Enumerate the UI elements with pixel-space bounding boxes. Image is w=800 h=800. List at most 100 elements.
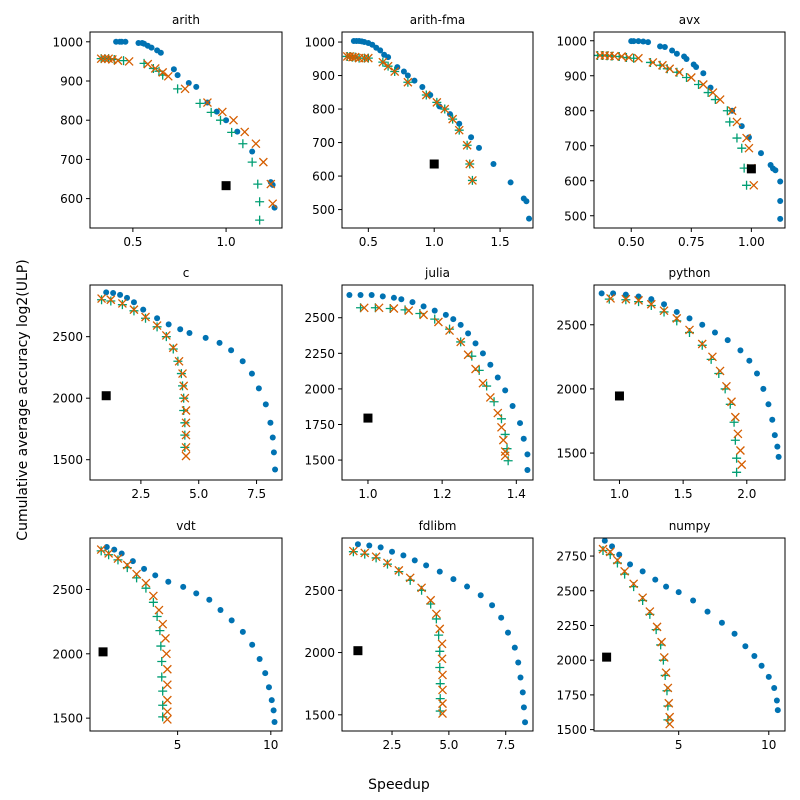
axes-frame [593, 31, 786, 229]
data-point-plus [173, 84, 183, 94]
y-tick-label: 1000 [304, 36, 335, 50]
data-point-dot [472, 340, 479, 347]
data-point-x [732, 117, 742, 127]
series-plus [97, 295, 190, 452]
plot-area [96, 38, 278, 225]
data-point-dot [669, 47, 676, 54]
data-point-x [609, 51, 619, 61]
data-point-plus [360, 549, 370, 559]
data-point-x [132, 569, 142, 579]
subplot-numpy: numpy 5 10 1500 1750 2000 2250 2500 2750 [556, 519, 786, 752]
data-point-baseline [101, 391, 111, 401]
data-point-plus [141, 313, 151, 323]
y-tick-label: 700 [312, 136, 335, 150]
data-point-x [598, 544, 608, 554]
data-point-baseline [602, 652, 612, 662]
data-point-x [462, 140, 472, 150]
series-baseline [429, 159, 439, 169]
subplot-grid: arith 0.5 1.0 600 700 800 900 1000 arith-fma 0.5 1… [52, 13, 786, 752]
data-point-dot [180, 583, 187, 590]
data-point-dot [751, 653, 758, 660]
data-point-x [240, 127, 250, 137]
series-dot [598, 290, 782, 460]
data-point-x [162, 664, 172, 674]
data-point-dot [140, 306, 147, 313]
data-point-dot [657, 43, 664, 50]
subplot-title: python [669, 266, 711, 280]
data-point-x [251, 139, 261, 149]
data-point-plus [158, 700, 168, 710]
data-point-x [268, 199, 278, 209]
data-point-plus [104, 550, 114, 560]
data-point-x [426, 595, 436, 605]
data-point-dot [774, 443, 781, 450]
data-point-dot [765, 673, 772, 680]
data-point-x [359, 303, 369, 313]
x-tick-label: 5.0 [439, 738, 458, 752]
data-point-baseline [429, 159, 439, 169]
data-point-x [161, 633, 170, 643]
data-point-x [664, 698, 674, 708]
data-point-dot [272, 466, 279, 473]
data-point-x [168, 343, 178, 353]
data-point-x [150, 63, 160, 73]
data-point-dot [479, 350, 486, 357]
data-point-dot [456, 120, 463, 127]
data-point-dot [673, 308, 680, 315]
data-point-plus [141, 583, 151, 593]
data-point-plus [195, 98, 205, 108]
data-point-dot [475, 144, 482, 151]
data-point-dot [366, 542, 373, 549]
x-tick-label: 5.0 [189, 487, 208, 501]
data-point-dot [711, 329, 718, 336]
data-point-x [730, 412, 740, 422]
y-tick-label: 1500 [556, 723, 587, 737]
series-x [96, 545, 172, 724]
series-baseline [353, 646, 363, 656]
data-point-x [727, 397, 736, 407]
data-point-dot [693, 64, 700, 70]
data-point-dot [490, 161, 497, 168]
y-tick-label: 2000 [556, 382, 587, 396]
data-point-dot [141, 565, 148, 572]
data-point-x [158, 67, 168, 77]
data-point-dot [394, 64, 401, 71]
data-point-x [478, 378, 488, 388]
series-x [97, 294, 191, 461]
series-baseline [221, 181, 231, 191]
data-point-x [363, 53, 373, 63]
series-baseline [602, 652, 612, 662]
series-x [342, 51, 477, 185]
data-point-dot [377, 47, 384, 54]
data-point-x [421, 90, 431, 100]
subplot-title: arith [172, 13, 200, 27]
data-point-x [659, 652, 669, 662]
data-point-plus [681, 73, 691, 82]
data-point-x [141, 312, 150, 322]
data-point-dot [774, 707, 781, 714]
data-point-x [658, 60, 667, 70]
data-point-baseline [746, 164, 756, 174]
data-point-dot [103, 544, 110, 551]
data-point-dot [216, 339, 223, 346]
y-tick-label: 600 [312, 170, 335, 184]
data-point-x [715, 366, 725, 376]
data-point-dot [186, 329, 193, 336]
data-point-x [445, 326, 455, 336]
subplot-python: python 1.0 1.5 2.0 1500 2000 2500 [556, 266, 786, 501]
y-tick-label: 1500 [52, 453, 83, 467]
data-point-x [360, 548, 370, 558]
data-point-dot [450, 316, 457, 323]
subplot-c: c 2.5 5.0 7.5 1500 2000 2500 [52, 266, 283, 501]
data-point-plus [255, 197, 265, 207]
data-point-plus [173, 356, 183, 366]
data-point-plus [206, 107, 216, 117]
data-point-x [163, 71, 173, 81]
data-point-x [229, 115, 238, 125]
data-point-plus [737, 143, 747, 153]
data-point-dot [223, 117, 230, 124]
data-point-plus [176, 369, 186, 379]
data-point-dot [202, 334, 209, 341]
y-tick-label: 800 [564, 104, 587, 118]
